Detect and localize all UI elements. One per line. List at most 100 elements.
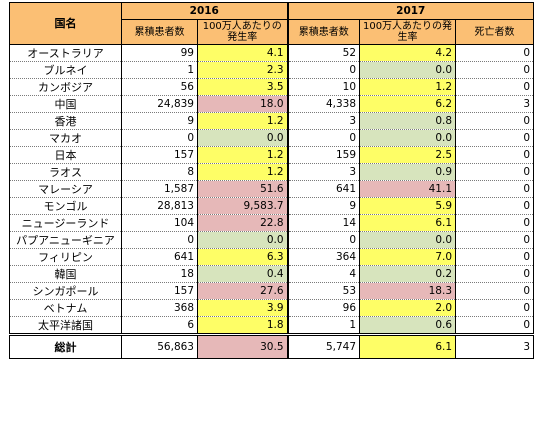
rate-2016-cell: 0.4: [196, 265, 289, 283]
deaths-cell: 0: [455, 316, 535, 335]
deaths-cell: 0: [455, 129, 535, 147]
table-row: カンボジア 56 3.5 10 1.2 0: [9, 78, 535, 96]
year-2017-header: 2017: [287, 2, 535, 20]
rate-2017-cell: 5.9: [359, 197, 457, 215]
country-cell: モンゴル: [9, 197, 122, 215]
deaths-cell: 0: [455, 61, 535, 79]
cases-2017-cell: 4: [287, 265, 361, 283]
rate-2016-cell: 1.2: [196, 112, 289, 130]
table-row: ニュージーランド 104 22.8 14 6.1 0: [9, 214, 535, 232]
table-row: マカオ 0 0.0 0 0.0 0: [9, 129, 535, 147]
cases-2017-cell: 1: [287, 316, 361, 335]
table-row: シンガポール 157 27.6 53 18.3 0: [9, 282, 535, 300]
cases-2017-cell: 3: [287, 112, 361, 130]
deaths-cell: 0: [455, 44, 535, 62]
year-2016-header: 2016: [120, 2, 289, 20]
table-row: マレーシア 1,587 51.6 641 41.1 0: [9, 180, 535, 198]
rate-2016-cell: 4.1: [196, 44, 289, 62]
cases-2017-cell: 96: [287, 299, 361, 317]
cases-2016-cell: 0: [121, 231, 198, 249]
table-row: 香港 9 1.2 3 0.8 0: [9, 112, 535, 130]
cases-2017-cell: 52: [287, 44, 361, 62]
country-cell: オーストラリア: [9, 44, 122, 62]
rate-2016-cell: 22.8: [196, 214, 289, 232]
cum-patients-2017-header: 累積患者数: [287, 19, 361, 45]
rate-2017-cell: 1.2: [359, 78, 457, 96]
rate-2017-cell: 41.1: [359, 180, 457, 198]
rate-2017-cell: 0.0: [359, 129, 457, 147]
cases-2016-cell: 0: [121, 129, 198, 147]
cases-2017-cell: 10: [287, 78, 361, 96]
cases-2016-cell: 24,839: [121, 95, 198, 113]
table-row: オーストラリア 99 4.1 52 4.2 0: [9, 44, 535, 62]
rate-2017-cell: 6.2: [359, 95, 457, 113]
country-cell: カンボジア: [9, 78, 122, 96]
country-cell: ラオス: [9, 163, 122, 181]
cases-2016-cell: 9: [121, 112, 198, 130]
total-cases-2016: 56,863: [121, 333, 198, 359]
rate-2016-cell: 51.6: [196, 180, 289, 198]
table-row: 韓国 18 0.4 4 0.2 0: [9, 265, 535, 283]
total-label: 総計: [9, 333, 122, 359]
cases-2017-cell: 53: [287, 282, 361, 300]
total-row: 総計 56,863 30.5 5,747 6.1 3: [9, 333, 535, 359]
cases-2017-cell: 3: [287, 163, 361, 181]
deaths-header: 死亡者数: [455, 19, 535, 45]
cases-2017-cell: 364: [287, 248, 361, 266]
deaths-cell: 0: [455, 282, 535, 300]
cases-2016-cell: 104: [121, 214, 198, 232]
total-rate-2017: 6.1: [359, 333, 457, 359]
rate-2016-cell: 9,583.7: [196, 197, 289, 215]
country-column-header: 国名: [9, 2, 122, 45]
country-cell: 太平洋諸国: [9, 316, 122, 335]
table-row: モンゴル 28,813 9,583.7 9 5.9 0: [9, 197, 535, 215]
cases-2017-cell: 0: [287, 129, 361, 147]
table-body: オーストラリア 99 4.1 52 4.2 0 ブルネイ 1 2.3 0 0.0 0 カンボジア 56 3.…: [9, 44, 535, 359]
deaths-cell: 0: [455, 180, 535, 198]
rate-2016-cell: 1.2: [196, 163, 289, 181]
table-row: ベトナム 368 3.9 96 2.0 0: [9, 299, 535, 317]
country-cell: 中国: [9, 95, 122, 113]
cases-2016-cell: 28,813: [121, 197, 198, 215]
rate-2016-cell: 18.0: [196, 95, 289, 113]
rate-2017-cell: 2.0: [359, 299, 457, 317]
table-header: 国名 2016 2017 累積患者数 100万人あたりの発生率 累積患者数 10…: [9, 2, 535, 45]
total-cases-2017: 5,747: [287, 333, 361, 359]
rate-2017-cell: 7.0: [359, 248, 457, 266]
total-deaths: 3: [455, 333, 535, 359]
rate-2017-cell: 4.2: [359, 44, 457, 62]
rate-2017-header: 100万人あたりの発生率: [359, 19, 457, 45]
table-row: ラオス 8 1.2 3 0.9 0: [9, 163, 535, 181]
cases-2016-cell: 8: [121, 163, 198, 181]
deaths-cell: 0: [455, 163, 535, 181]
deaths-cell: 0: [455, 78, 535, 96]
table-row: ブルネイ 1 2.3 0 0.0 0: [9, 61, 535, 79]
table-row: 太平洋諸国 6 1.8 1 0.6 0: [9, 316, 535, 335]
country-cell: シンガポール: [9, 282, 122, 300]
rate-2017-cell: 6.1: [359, 214, 457, 232]
country-cell: 香港: [9, 112, 122, 130]
country-cell: マレーシア: [9, 180, 122, 198]
cum-patients-2016-header: 累積患者数: [121, 19, 198, 45]
deaths-cell: 0: [455, 231, 535, 249]
cases-2016-cell: 1: [121, 61, 198, 79]
rate-2017-cell: 18.3: [359, 282, 457, 300]
country-cell: ベトナム: [9, 299, 122, 317]
rate-2016-header: 100万人あたりの発生率: [196, 19, 289, 45]
deaths-cell: 0: [455, 299, 535, 317]
deaths-cell: 3: [455, 95, 535, 113]
country-cell: ブルネイ: [9, 61, 122, 79]
country-cell: 日本: [9, 146, 122, 164]
country-cell: ニュージーランド: [9, 214, 122, 232]
cases-2017-cell: 14: [287, 214, 361, 232]
country-cell: フィリピン: [9, 248, 122, 266]
rate-2016-cell: 2.3: [196, 61, 289, 79]
cases-2016-cell: 368: [121, 299, 198, 317]
rate-2016-cell: 27.6: [196, 282, 289, 300]
rate-2017-cell: 2.5: [359, 146, 457, 164]
cases-2016-cell: 641: [121, 248, 198, 266]
rate-2017-cell: 0.9: [359, 163, 457, 181]
cases-2016-cell: 18: [121, 265, 198, 283]
rate-2016-cell: 0.0: [196, 129, 289, 147]
country-cell: パプアニューギニア: [9, 231, 122, 249]
